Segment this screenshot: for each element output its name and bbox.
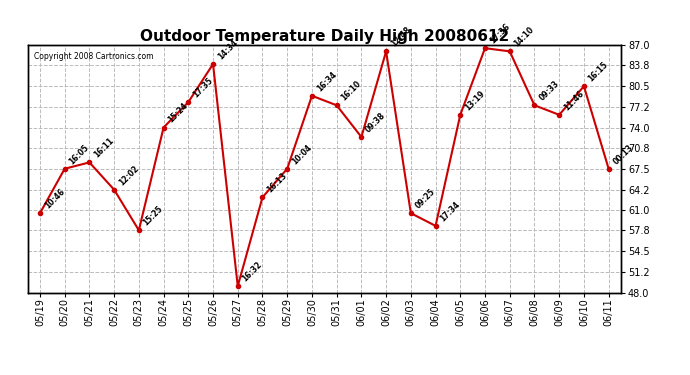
Text: 15:24: 15:24 — [166, 101, 190, 125]
Text: 10:04: 10:04 — [290, 142, 313, 166]
Text: 16:11: 16:11 — [92, 136, 116, 160]
Text: 16:10: 16:10 — [339, 79, 363, 102]
Text: 12:02: 12:02 — [117, 164, 140, 187]
Text: 16:32: 16:32 — [241, 260, 264, 284]
Text: 09:25: 09:25 — [413, 187, 437, 210]
Text: 17:36: 17:36 — [488, 22, 511, 45]
Text: 09:38: 09:38 — [364, 111, 388, 134]
Text: 12:48: 12:48 — [389, 25, 413, 49]
Text: 16:15: 16:15 — [586, 60, 610, 84]
Text: Copyright 2008 Cartronics.com: Copyright 2008 Cartronics.com — [34, 53, 153, 62]
Text: 16:05: 16:05 — [68, 142, 91, 166]
Text: 14:10: 14:10 — [513, 25, 536, 49]
Text: 17:35: 17:35 — [191, 76, 215, 99]
Text: 09:33: 09:33 — [538, 79, 561, 102]
Text: 17:34: 17:34 — [438, 200, 462, 223]
Text: 14:34: 14:34 — [216, 38, 239, 61]
Text: 13:19: 13:19 — [463, 88, 486, 112]
Text: 10:46: 10:46 — [43, 187, 66, 210]
Text: 16:13: 16:13 — [265, 171, 288, 195]
Text: 11:46: 11:46 — [562, 88, 585, 112]
Text: 15:25: 15:25 — [141, 204, 165, 228]
Title: Outdoor Temperature Daily High 20080612: Outdoor Temperature Daily High 20080612 — [139, 29, 509, 44]
Text: 16:34: 16:34 — [315, 70, 338, 93]
Text: 00:13: 00:13 — [611, 142, 635, 166]
